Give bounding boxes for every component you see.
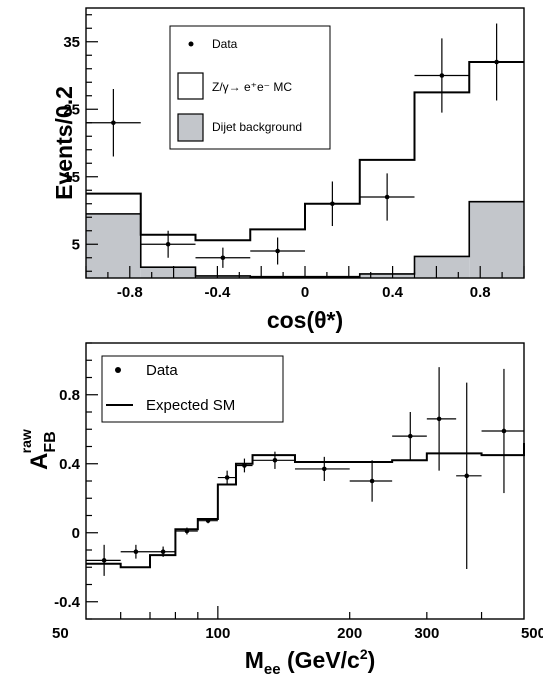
top-panel: -0.8 -0.4 0 0.4 0.8 5 15 25 35 Data Z/γ→ e⁺e⁻ MC…	[51, 7, 525, 333]
bottom-legend-box	[101, 355, 284, 423]
x-tick-label: 500	[521, 625, 543, 642]
afb-point	[322, 466, 327, 472]
afb-data-points	[86, 367, 524, 576]
afb-point	[501, 428, 507, 434]
x-tick-label: 50	[52, 625, 69, 642]
data-point	[111, 120, 116, 126]
background-bin	[359, 273, 415, 278]
afb-point	[160, 549, 166, 555]
background-bin	[469, 201, 524, 278]
bottom-legend: Data Expected SM	[101, 355, 284, 423]
afb-symbol: AFBraw	[18, 429, 59, 470]
background-bin	[140, 267, 196, 278]
background-bin	[195, 275, 251, 278]
top-legend: Data Z/γ→ e⁺e⁻ MC Dijet background	[169, 25, 331, 150]
x-tick-label: -0.8	[117, 284, 143, 301]
y-tick-label: 5	[72, 236, 80, 253]
data-point	[384, 194, 390, 200]
afb-point	[184, 528, 190, 534]
afb-point	[224, 475, 230, 480]
afb-point	[272, 458, 278, 463]
y-tick-label: 25	[63, 101, 80, 118]
legend-afb-data-label: Data	[146, 362, 178, 379]
y-tick-label: 0.8	[59, 387, 80, 404]
y-tick-label: 0	[72, 525, 80, 542]
afb-point	[369, 478, 375, 484]
background-bin	[86, 213, 141, 278]
data-point	[165, 241, 171, 247]
data-point	[275, 248, 280, 254]
bottom-y-axis-label: AFBraw	[18, 429, 59, 470]
afb-point	[464, 473, 470, 479]
legend-expected-label: Expected SM	[146, 397, 235, 414]
legend-mc-swatch	[177, 72, 204, 100]
afb-point	[133, 549, 139, 555]
data-point	[439, 73, 445, 78]
y-tick-label: 15	[63, 169, 80, 186]
top-y-axis-label: Events/0.2	[51, 86, 77, 200]
data-points	[86, 23, 524, 268]
legend-data-marker	[188, 41, 194, 47]
afb-point	[242, 463, 247, 468]
y-tick-label: -0.4	[54, 594, 81, 611]
x-tick-label: 200	[337, 625, 362, 642]
data-point	[494, 59, 499, 65]
top-x-axis-label: cos(θ*)	[267, 307, 343, 333]
afb-point	[436, 416, 442, 422]
data-point	[330, 201, 335, 207]
afb-point	[101, 558, 107, 563]
y-tick-label: 0.4	[59, 456, 81, 473]
x-tick-label: 300	[414, 625, 439, 642]
legend-background-label: Dijet background	[212, 120, 302, 134]
data-point	[220, 255, 226, 261]
x-tick-label: 0	[301, 284, 309, 301]
bottom-x-axis-label: Mee (GeV/c2)	[245, 646, 376, 677]
y-tick-label: 35	[63, 34, 80, 51]
bottom-panel: 50 100 200 300 500 -0.4 0 0.4 0.8 Data Expected …	[18, 342, 543, 677]
legend-data-label: Data	[212, 37, 238, 51]
top-axes: -0.8 -0.4 0 0.4 0.8 5 15 25 35	[63, 14, 525, 301]
x-tick-label: 0.8	[470, 284, 491, 301]
afb-point	[407, 433, 413, 439]
legend-mc-label: Z/γ→ e⁺e⁻ MC	[212, 80, 292, 94]
bottom-axes: 50 100 200 300 500 -0.4 0 0.4 0.8	[52, 342, 543, 642]
x-tick-label: 100	[205, 625, 230, 642]
legend-background-swatch	[177, 113, 204, 142]
x-tick-label: 0.4	[382, 284, 404, 301]
background-bin	[414, 256, 470, 278]
x-tick-label: -0.4	[204, 284, 231, 301]
legend-afb-data-marker	[115, 367, 121, 373]
afb-point	[205, 518, 211, 523]
